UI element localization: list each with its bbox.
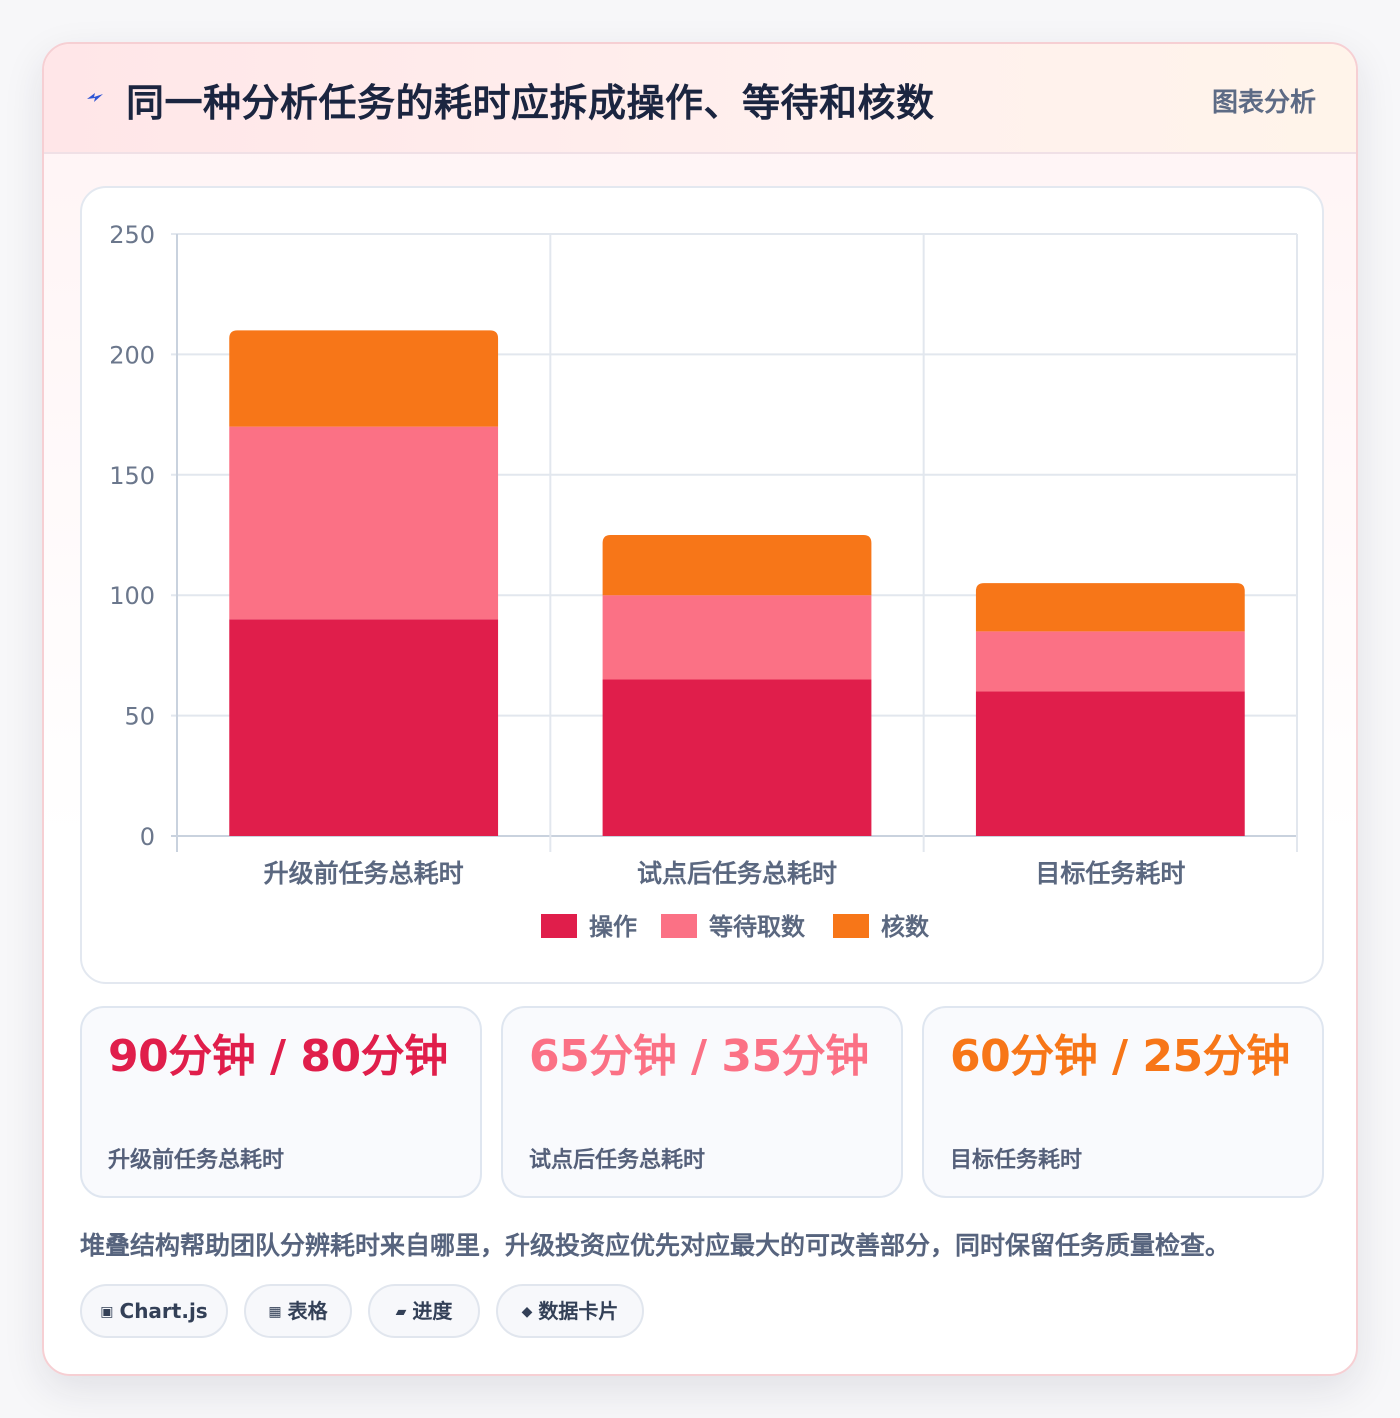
bar-segment [602,595,872,680]
x-tick-label: 升级前任务总耗时 [264,859,464,888]
stat-label: 目标任务耗时 [950,1148,1083,1173]
summary-text: 堆叠结构帮助团队分辨耗时来自哪里，升级投资应优先对应最大的可改善部分，同时保留任… [80,1231,1231,1260]
stat-cards: 90分钟 / 80分钟 升级前任务总耗时 65分钟 / 35分钟 试点后任务总耗… [80,1006,1324,1198]
legend-label: 核数 [881,913,930,941]
bar-segment [975,583,1245,632]
stat-card: 90分钟 / 80分钟 升级前任务总耗时 [80,1006,482,1198]
chart-panel: 0 50 100 150 200 250 升级前任务总耗时 试点后任务总耗时 目标任务耗时操作 等… [80,186,1324,984]
chip-progress[interactable]: ▰ 进度 [368,1284,480,1338]
table-icon: ▦ [268,1304,282,1320]
chart-type-tag: 图表分析 [1211,88,1316,118]
bar-segment [975,691,1245,836]
bar-segment [229,426,499,620]
chip-label: 数据卡片 [538,1299,619,1323]
y-tick-label: 0 [140,823,155,851]
y-tick-label: 150 [109,462,155,490]
legend-swatch [833,914,869,938]
chip-label: 进度 [412,1299,453,1323]
bar-segment [975,631,1245,692]
stat-label: 试点后任务总耗时 [529,1148,706,1173]
card-header: 同一种分析任务的耗时应拆成操作、等待和核数 图表分析 [44,44,1356,154]
y-tick-label: 200 [109,341,155,369]
x-tick-label: 试点后任务总耗时 [637,859,837,888]
diamond-icon: ◆ [521,1304,533,1320]
legend-swatch [661,914,697,938]
chip-data-card[interactable]: ◆ 数据卡片 [496,1284,644,1338]
progress-icon: ▰ [395,1304,407,1320]
bar-segment [602,679,872,836]
y-tick-label: 250 [109,221,155,249]
legend-swatch [541,914,577,938]
legend-label: 操作 [589,913,637,941]
stat-card: 60分钟 / 25分钟 目标任务耗时 [922,1006,1324,1198]
x-tick-label: 目标任务耗时 [1035,859,1185,888]
legend-label: 等待取数 [709,913,806,941]
stat-card: 65分钟 / 35分钟 试点后任务总耗时 [501,1006,903,1198]
bolt-icon [87,93,103,102]
chip-label: 表格 [287,1299,328,1323]
chart-card: 同一种分析任务的耗时应拆成操作、等待和核数 图表分析 0 50 100 150 200 2… [42,42,1358,1376]
bar-segment [229,330,499,427]
chip-label: Chart.js [119,1299,208,1323]
stat-value: 65分钟 / 35分钟 [529,1031,869,1082]
chip-chartjs[interactable]: ▣ Chart.js [80,1284,228,1338]
chip-table[interactable]: ▦ 表格 [244,1284,352,1338]
page-title: 同一种分析任务的耗时应拆成操作、等待和核数 [126,81,935,125]
bar-segment [602,535,872,596]
stat-value: 90分钟 / 80分钟 [108,1031,448,1082]
chart-icon: ▣ [100,1304,114,1320]
bar-segment [229,619,499,836]
stat-label: 升级前任务总耗时 [108,1148,285,1173]
y-tick-label: 50 [124,703,155,731]
y-tick-label: 100 [109,582,155,610]
stat-value: 60分钟 / 25分钟 [950,1031,1290,1082]
